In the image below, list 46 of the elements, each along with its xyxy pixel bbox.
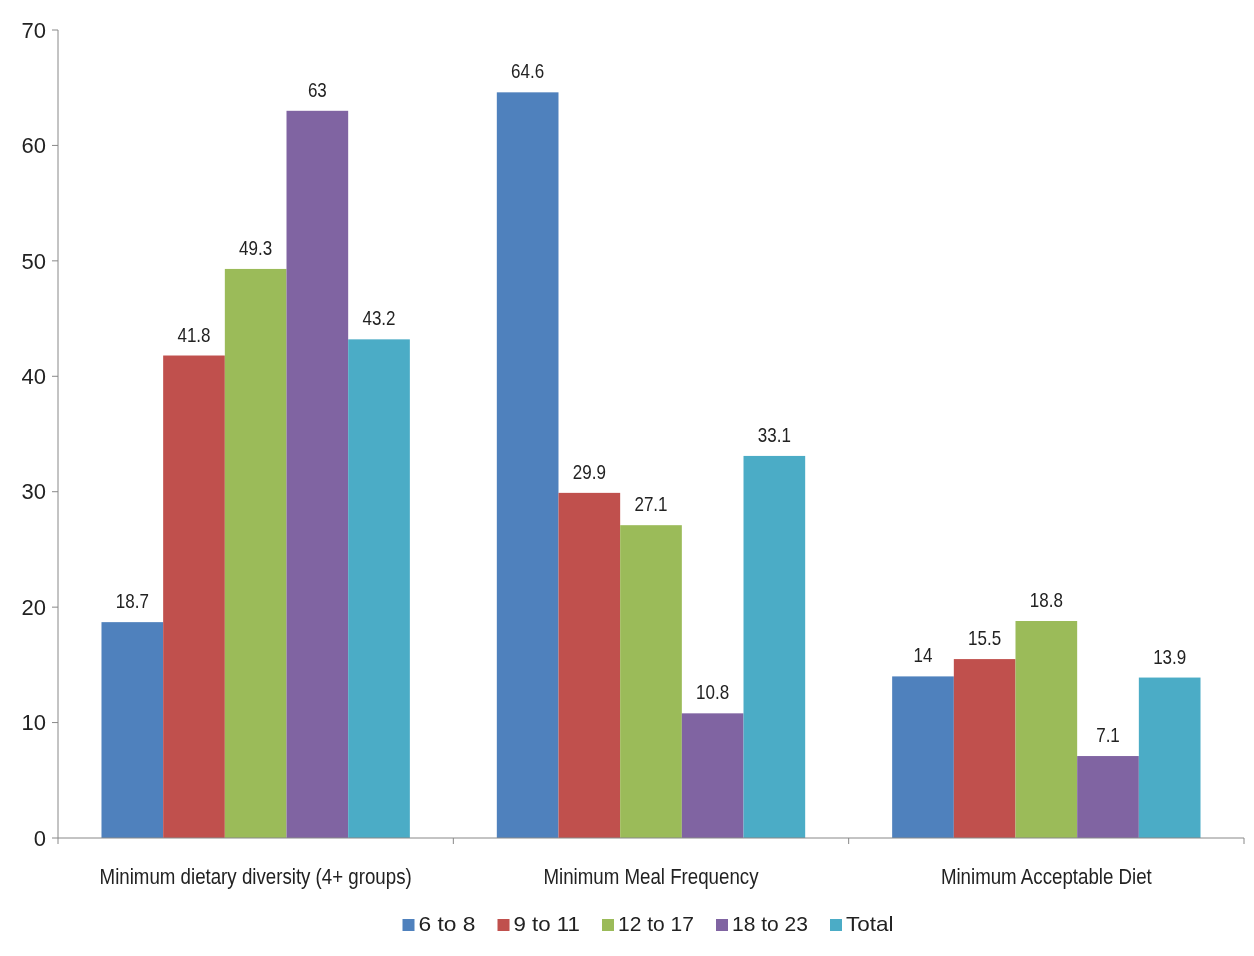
legend-label: 9 to 11: [513, 912, 580, 935]
y-tick-label: 60: [21, 133, 46, 159]
bar: [163, 355, 225, 838]
data-label: 33.1: [757, 423, 791, 447]
bar: [892, 676, 954, 838]
bar: [681, 713, 744, 838]
bar: [620, 525, 682, 838]
data-label: 10.8: [696, 681, 730, 704]
bar: [348, 339, 410, 838]
bar: [953, 659, 1016, 838]
data-label: 49.3: [239, 236, 273, 260]
y-tick-label: 20: [21, 594, 46, 620]
y-tick-label: 50: [21, 248, 46, 274]
bar: [743, 455, 806, 838]
legend-label: Total: [846, 912, 894, 935]
x-tick-label: Minimum Meal Frequency: [543, 864, 760, 889]
data-label: 64.6: [511, 60, 545, 83]
legend-label: 6 to 8: [418, 912, 476, 935]
y-tick-label: 40: [21, 363, 46, 389]
bar: [1077, 756, 1139, 838]
legend-label: 18 to 23: [732, 912, 808, 935]
y-tick-label: 0: [33, 825, 46, 851]
bar: [496, 92, 559, 838]
y-tick-label: 70: [21, 17, 46, 43]
y-tick-label: 30: [21, 479, 46, 505]
data-label: 14: [913, 644, 933, 667]
data-label: 63: [307, 78, 327, 102]
data-label: 27.1: [634, 492, 668, 516]
bar: [1138, 677, 1201, 838]
bar: [558, 492, 621, 838]
data-label: 29.9: [572, 460, 606, 484]
bar: [224, 268, 287, 838]
bar: [286, 110, 349, 838]
x-tick-label: Minimum dietary diversity (4+ groups): [99, 864, 412, 889]
y-tick-label: 10: [21, 710, 46, 736]
data-label: 18.8: [1029, 588, 1063, 612]
data-label: 43.2: [362, 307, 396, 330]
bar: [101, 622, 164, 838]
bar: [1015, 620, 1078, 838]
legend-label: 12 to 17: [618, 912, 694, 935]
x-tick-label: Minimum Acceptable Diet: [940, 864, 1153, 889]
data-label: 15.5: [968, 626, 1002, 650]
data-label: 7.1: [1096, 723, 1120, 747]
data-label: 41.8: [177, 323, 211, 346]
data-label: 18.7: [115, 589, 149, 613]
data-label: 13.9: [1153, 645, 1187, 668]
